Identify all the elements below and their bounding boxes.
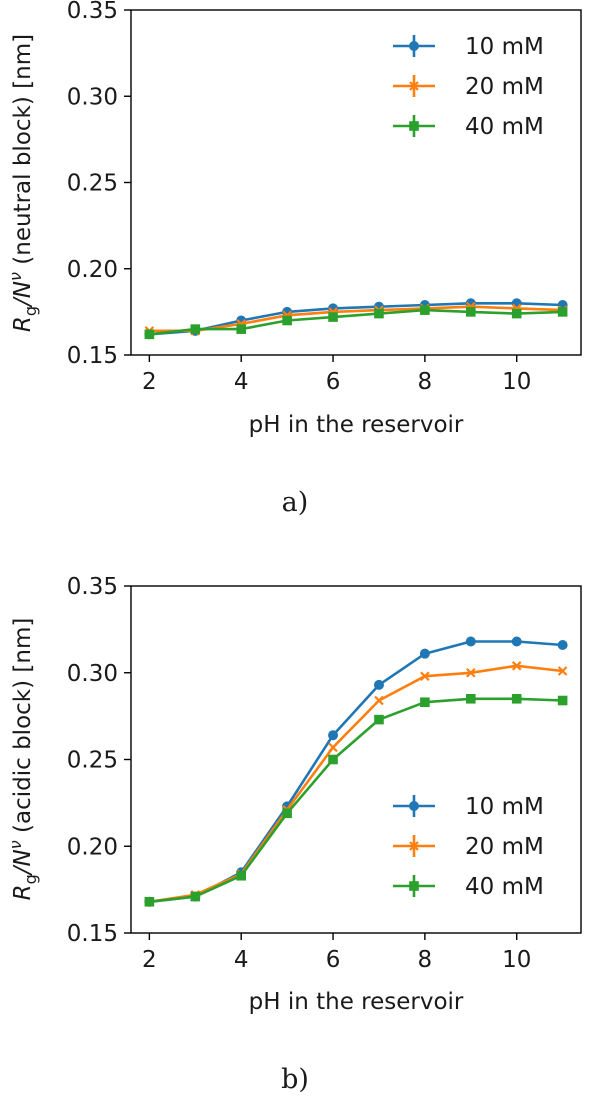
y-tick-label: 0.20 [67, 257, 118, 283]
y-label-mid: /N [10, 281, 36, 308]
data-point [419, 648, 430, 659]
data-point [511, 661, 522, 671]
data-point [511, 693, 522, 704]
data-point [328, 312, 338, 322]
data-point [511, 636, 522, 647]
data-point [420, 697, 430, 708]
legend-marker [409, 81, 419, 91]
y-label-sup: ν [6, 272, 25, 281]
panel-b: 2 4 6 8 10 0.15 0.20 0.25 0.30 0.35 pH in the res… [6, 574, 582, 1095]
legend-marker [409, 121, 419, 131]
legend: 10 mM 20 mM 40 mM [393, 34, 544, 140]
data-point [466, 667, 476, 678]
series-line [149, 697, 563, 904]
data-point [465, 693, 476, 704]
legend-label: 10 mM [465, 34, 544, 60]
data-point [374, 695, 384, 706]
y-axis-label: Rg/Nν (neutral block) [nm] [6, 34, 40, 332]
panel-a: 2 4 6 8 10 0.15 0.20 0.25 0.30 0.35 pH in the res… [6, 0, 582, 518]
x-tick-label: 6 [326, 947, 341, 973]
series-line [149, 640, 563, 904]
x-tick-label: 8 [418, 947, 433, 973]
series-line [149, 664, 563, 904]
y-tick-label: 0.15 [67, 343, 118, 369]
legend-label: 20 mM [465, 74, 544, 100]
y-label-rest: (neutral block) [nm] [10, 34, 36, 272]
y-tick-label: 0.15 [67, 921, 118, 947]
y-label-mid: /N [10, 849, 36, 876]
data-point [282, 808, 292, 819]
y-label-rest: (acidic block) [nm] [10, 618, 36, 841]
data-point [420, 305, 430, 315]
data-point [374, 714, 384, 725]
data-point [144, 329, 155, 340]
series-line [149, 305, 563, 333]
x-tick-label: 2 [142, 369, 157, 395]
data-point [557, 639, 568, 650]
x-tick-label: 4 [234, 947, 249, 973]
data-point [374, 308, 384, 319]
panel-caption: b) [281, 1064, 309, 1095]
x-axis-label: pH in the reservoir [249, 412, 464, 438]
y-tick-label: 0.35 [67, 0, 118, 24]
y-label-r: R [10, 316, 36, 332]
data-point [282, 315, 292, 326]
data-point [465, 636, 476, 647]
y-tick-label: 0.20 [67, 834, 118, 860]
data-point [190, 891, 201, 902]
x-tick-label: 2 [142, 947, 157, 973]
legend-marker [409, 41, 419, 51]
legend-marker [409, 801, 419, 811]
series-line [149, 308, 563, 336]
legend: 10 mM 20 mM 40 mM [393, 794, 544, 900]
y-label-sub: g [21, 874, 40, 884]
y-label-sub: g [21, 306, 40, 316]
series-line [149, 301, 563, 336]
legend-label: 40 mM [465, 874, 544, 900]
y-label-r: R [10, 884, 36, 900]
x-axis-label: pH in the reservoir [249, 989, 464, 1015]
y-tick-label: 0.30 [67, 661, 118, 687]
data-point [236, 324, 247, 334]
data-point [557, 695, 568, 706]
y-label-sup: ν [6, 840, 25, 849]
y-tick-label: 0.25 [67, 748, 118, 774]
data-point [373, 679, 384, 690]
panel-caption: a) [282, 487, 309, 518]
data-point [557, 307, 568, 317]
legend-label: 20 mM [465, 834, 544, 860]
y-tick-label: 0.30 [67, 84, 118, 110]
legend-marker [409, 841, 419, 851]
data-point [465, 307, 476, 317]
data-point [511, 298, 522, 309]
x-tick-label: 8 [418, 369, 433, 395]
data-point [557, 666, 568, 676]
data-point [328, 730, 339, 741]
legend-label: 40 mM [465, 114, 544, 140]
data-point [190, 324, 201, 334]
data-point [420, 671, 430, 681]
x-tick-label: 10 [502, 947, 531, 973]
y-axis-label: Rg/Nν (acidic block) [nm] [6, 618, 40, 901]
x-tick-label: 6 [326, 369, 341, 395]
x-tick-label: 4 [234, 369, 249, 395]
y-tick-label: 0.35 [67, 574, 118, 600]
data-point [144, 896, 155, 907]
x-tick-label: 10 [502, 369, 531, 395]
data-point [328, 742, 338, 753]
y-tick-label: 0.25 [67, 171, 118, 197]
data-point [511, 308, 522, 319]
data-point [328, 754, 338, 765]
data-point [236, 870, 247, 881]
legend-label: 10 mM [465, 794, 544, 820]
legend-marker [409, 881, 419, 891]
